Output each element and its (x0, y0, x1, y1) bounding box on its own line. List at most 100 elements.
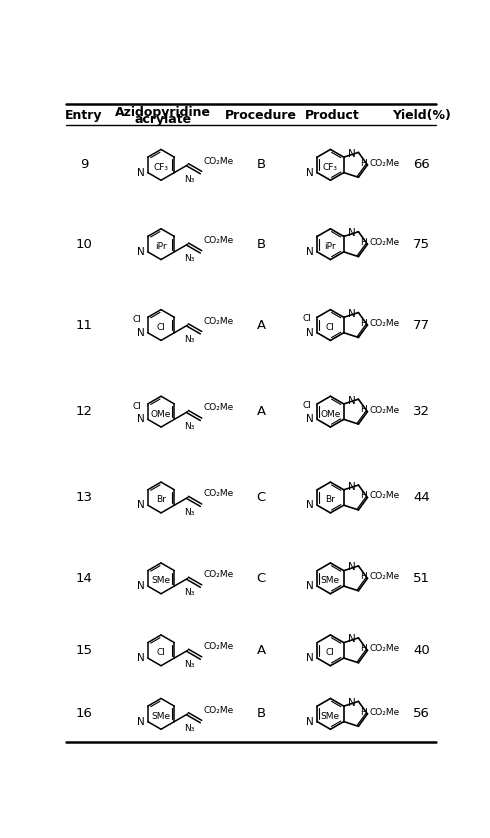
Text: N: N (306, 500, 314, 510)
Text: 9: 9 (80, 158, 88, 171)
Text: 51: 51 (413, 572, 430, 585)
Text: 11: 11 (75, 318, 93, 332)
Text: 40: 40 (413, 644, 430, 657)
Text: N₃: N₃ (184, 660, 195, 670)
Text: N₃: N₃ (184, 724, 195, 733)
Text: CO₂Me: CO₂Me (370, 572, 400, 582)
Text: N: N (137, 716, 145, 727)
Text: A: A (257, 318, 266, 332)
Text: 12: 12 (75, 405, 93, 418)
Text: CO₂Me: CO₂Me (370, 238, 400, 247)
Text: N: N (306, 247, 314, 257)
Text: CO₂Me: CO₂Me (370, 491, 400, 500)
Text: Product: Product (305, 110, 359, 122)
Text: N: N (348, 634, 356, 644)
Text: Br: Br (156, 495, 166, 504)
Text: N: N (137, 414, 145, 424)
Text: N: N (348, 396, 356, 406)
Text: CF₃: CF₃ (323, 163, 338, 172)
Text: Cl: Cl (326, 649, 335, 657)
Text: A: A (257, 405, 266, 418)
Text: Cl: Cl (157, 323, 166, 332)
Text: N: N (137, 168, 145, 178)
Text: 66: 66 (413, 158, 430, 171)
Text: H: H (360, 158, 367, 168)
Text: CO₂Me: CO₂Me (370, 644, 400, 654)
Text: H: H (360, 572, 367, 581)
Text: N: N (306, 414, 314, 424)
Text: SMe: SMe (321, 711, 340, 721)
Text: CO₂Me: CO₂Me (203, 317, 234, 326)
Text: N: N (137, 653, 145, 663)
Text: 13: 13 (75, 491, 93, 504)
Text: H: H (360, 491, 367, 500)
Text: CO₂Me: CO₂Me (370, 159, 400, 168)
Text: H: H (360, 644, 367, 653)
Text: CO₂Me: CO₂Me (203, 489, 234, 499)
Text: CO₂Me: CO₂Me (370, 708, 400, 716)
Text: 77: 77 (413, 318, 430, 332)
Text: N: N (348, 698, 356, 708)
Text: N₃: N₃ (184, 508, 195, 516)
Text: N: N (306, 168, 314, 178)
Text: 75: 75 (413, 238, 430, 251)
Text: 14: 14 (75, 572, 93, 585)
Text: iPr: iPr (155, 242, 167, 251)
Text: 10: 10 (75, 238, 93, 251)
Text: CF₃: CF₃ (153, 163, 169, 172)
Text: Entry: Entry (65, 110, 103, 122)
Text: C: C (256, 491, 266, 504)
Text: CO₂Me: CO₂Me (370, 406, 400, 415)
Text: Cl: Cl (302, 314, 311, 323)
Text: Yield(%): Yield(%) (392, 110, 451, 122)
Text: Cl: Cl (326, 323, 335, 332)
Text: OMe: OMe (151, 410, 171, 418)
Text: N: N (137, 328, 145, 338)
Text: acrylate: acrylate (134, 113, 191, 127)
Text: CO₂Me: CO₂Me (203, 157, 234, 166)
Text: N₃: N₃ (184, 254, 195, 263)
Text: Cl: Cl (133, 315, 142, 324)
Text: H: H (360, 318, 367, 328)
Text: H: H (360, 406, 367, 414)
Text: N: N (348, 149, 356, 159)
Text: CO₂Me: CO₂Me (370, 319, 400, 328)
Text: Cl: Cl (302, 401, 311, 410)
Text: SMe: SMe (321, 577, 340, 585)
Text: A: A (257, 644, 266, 657)
Text: CO₂Me: CO₂Me (203, 403, 234, 412)
Text: 32: 32 (413, 405, 430, 418)
Text: N: N (348, 228, 356, 238)
Text: N₃: N₃ (184, 422, 195, 431)
Text: 15: 15 (75, 644, 93, 657)
Text: 56: 56 (413, 707, 430, 721)
Text: 44: 44 (413, 491, 430, 504)
Text: B: B (257, 158, 266, 171)
Text: 16: 16 (75, 707, 93, 721)
Text: C: C (256, 572, 266, 585)
Text: SMe: SMe (151, 711, 171, 721)
Text: CO₂Me: CO₂Me (203, 706, 234, 715)
Text: N: N (306, 581, 314, 591)
Text: H: H (360, 707, 367, 716)
Text: B: B (257, 707, 266, 721)
Text: N: N (137, 581, 145, 591)
Text: Procedure: Procedure (225, 110, 297, 122)
Text: Azidopyridine: Azidopyridine (115, 106, 211, 119)
Text: N: N (306, 716, 314, 727)
Text: N: N (348, 482, 356, 492)
Text: B: B (257, 238, 266, 251)
Text: N: N (348, 562, 356, 572)
Text: CO₂Me: CO₂Me (203, 570, 234, 579)
Text: Cl: Cl (133, 401, 142, 411)
Text: H: H (360, 238, 367, 247)
Text: N: N (306, 328, 314, 338)
Text: SMe: SMe (151, 577, 171, 585)
Text: N₃: N₃ (184, 175, 195, 184)
Text: N: N (137, 500, 145, 510)
Text: N: N (306, 653, 314, 663)
Text: iPr: iPr (324, 242, 336, 251)
Text: Br: Br (325, 495, 335, 504)
Text: N₃: N₃ (184, 335, 195, 344)
Text: N: N (137, 247, 145, 257)
